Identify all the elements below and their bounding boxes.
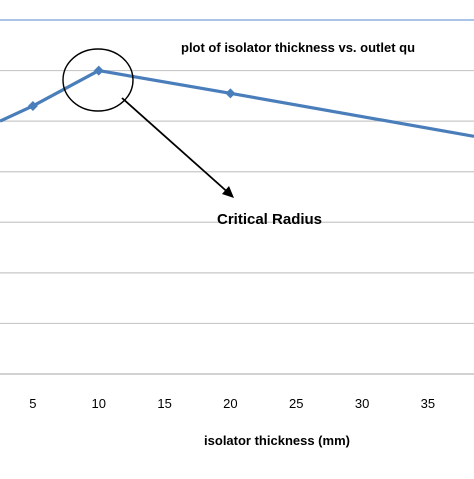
annotation-label: Critical Radius <box>217 211 322 228</box>
annotation-arrowhead <box>222 186 234 198</box>
x-tick-labels: 5 10 15 20 25 30 35 <box>29 396 435 411</box>
x-tick-label: 35 <box>421 396 435 411</box>
chart-title: plot of isolator thickness vs. outlet qu <box>181 40 415 55</box>
gridlines <box>0 69 474 325</box>
data-point-marker <box>93 65 104 76</box>
data-point-marker <box>225 88 236 99</box>
x-tick-label: 20 <box>223 396 237 411</box>
x-tick-label: 25 <box>289 396 303 411</box>
x-tick-label: 10 <box>92 396 106 411</box>
series-line <box>0 68 474 138</box>
x-tick-label: 5 <box>29 396 36 411</box>
data-point-marker <box>27 100 38 111</box>
annotation-arrow <box>121 97 233 197</box>
x-axis-label: isolator thickness (mm) <box>204 433 350 448</box>
x-tick-label: 30 <box>355 396 369 411</box>
series-layer <box>0 65 474 138</box>
x-tick-label: 15 <box>157 396 171 411</box>
critical-point-circle <box>62 48 134 112</box>
